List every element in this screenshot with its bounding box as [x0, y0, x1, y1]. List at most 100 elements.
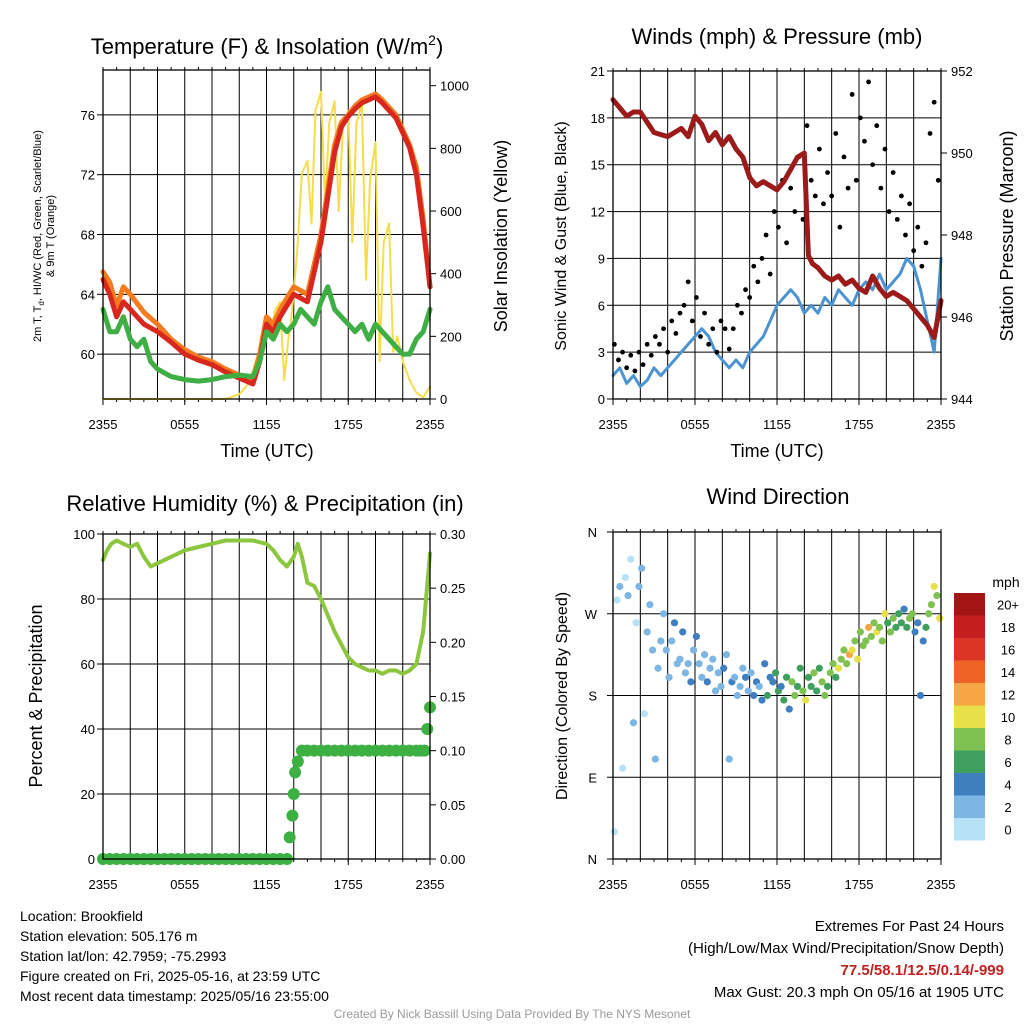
wind-ytick-label-left: 18: [591, 111, 605, 126]
wind-gust-point: [632, 368, 638, 374]
wind-gust-point: [919, 263, 925, 269]
legend-label: 0: [1004, 822, 1011, 837]
dir-point: [654, 664, 662, 672]
rh-ytick-label-left: 0: [88, 852, 95, 867]
extremes-box: Extremes For Past 24 Hours (High/Low/Max…: [688, 916, 1004, 1004]
dir-point: [741, 673, 750, 681]
rh-ytick-label-right: 0.30: [440, 527, 465, 542]
rh-ytick-label-left: 60: [81, 657, 95, 672]
dir-point: [632, 619, 640, 627]
wind-ytick-label-left: 15: [591, 158, 605, 173]
dir-point: [613, 596, 621, 604]
dir-xtick-label: 1755: [845, 877, 874, 892]
temp-ytick-label-right: 800: [440, 141, 462, 156]
rh-ytick-label-right: 0.20: [440, 635, 465, 650]
dir-point: [763, 691, 772, 700]
dir-point: [703, 678, 711, 686]
temperature-title: Temperature (F) & Insolation (W/m2): [91, 32, 444, 59]
dir-point: [780, 696, 788, 704]
wind-gust-point: [866, 79, 871, 85]
dir-point: [840, 646, 848, 654]
wind-gust-point: [743, 287, 748, 293]
wind-gust-point: [825, 170, 830, 175]
wind-gust-point: [734, 302, 740, 308]
legend-swatch: [954, 795, 985, 818]
legend-swatch: [954, 683, 985, 706]
humidity-panel: Relative Humidity (%) & Precipitation (i…: [26, 491, 465, 892]
wind-gust-point: [898, 193, 904, 199]
wind-gust-point: [812, 193, 818, 199]
dir-point: [769, 678, 777, 686]
dir-point: [919, 637, 927, 645]
temp-ytick-label-left: 72: [81, 168, 95, 183]
rh-precip-point: [287, 788, 300, 800]
rh-plot-border: [102, 533, 431, 860]
location-text: Location: Brookfield: [20, 908, 143, 924]
wind-gust-point: [862, 138, 867, 144]
winds-xlabel: Time (UTC): [730, 441, 823, 461]
rh-series-rh: [101, 538, 432, 676]
dir-point: [815, 664, 823, 672]
dir-point: [911, 628, 919, 636]
wind-gust-point: [882, 146, 888, 152]
wind-gust-point: [927, 131, 933, 136]
wind-ytick-label-left: 9: [598, 251, 605, 266]
wind-gust-point: [685, 279, 691, 285]
wind-ytick-label-right: 950: [951, 146, 973, 161]
wind-gust-point: [788, 185, 794, 191]
dir-point: [758, 696, 766, 704]
rh-precip-point: [283, 831, 296, 844]
dir-point: [670, 619, 679, 627]
wind-gust-point: [657, 341, 662, 347]
dir-point: [717, 682, 725, 691]
rh-ytick-label-left: 40: [81, 722, 95, 737]
dir-point: [867, 632, 875, 641]
dir-point: [782, 673, 791, 681]
temp-ytick-label-left: 68: [81, 228, 95, 243]
dir-point: [777, 682, 785, 691]
rh-precip-point: [418, 744, 431, 757]
dir-point: [897, 619, 905, 627]
dir-point: [927, 601, 936, 609]
temperature-ylabel-right: Solar Insolation (Yellow): [491, 140, 511, 332]
temp-ytick-label-left: 76: [81, 108, 95, 123]
dir-point: [722, 651, 731, 659]
wind-gust-point: [808, 177, 814, 183]
dir-point: [799, 687, 807, 695]
dir-point: [823, 682, 832, 691]
dir-point: [834, 664, 843, 672]
wind-gust-point: [665, 349, 671, 355]
station-info: Location: Brookfield Station elevation: …: [20, 906, 329, 1006]
temp-xtick-label: 2355: [89, 417, 118, 432]
rh-precip-point: [421, 723, 434, 735]
rh-ytick-label-right: 0.05: [440, 798, 465, 813]
dir-point: [651, 755, 659, 763]
wind-gust-point: [751, 263, 757, 269]
dir-point: [761, 660, 769, 668]
dir-point: [870, 619, 878, 627]
wind-xtick-label: 1155: [763, 417, 791, 432]
wind-xtick-label: 1755: [845, 417, 874, 432]
temp-xtick-label: 0555: [170, 417, 199, 432]
wind-gust-point: [833, 131, 839, 136]
dir-xtick-label: 2355: [927, 877, 956, 892]
dir-point: [659, 610, 668, 618]
dir-point: [821, 691, 829, 700]
wind-gust-point: [726, 346, 732, 352]
dir-point: [818, 678, 826, 686]
wind-gust-point: [821, 201, 826, 207]
wind-gust-point: [763, 232, 769, 238]
dir-point: [687, 678, 695, 686]
rh-xtick-label: 2355: [89, 877, 118, 892]
temperature-ylabel-left-2: & 9m T (Orange): [45, 195, 57, 277]
wind-gust-point: [730, 326, 736, 332]
dir-point: [750, 691, 758, 700]
wind-gust-point: [775, 224, 781, 230]
dir-point: [796, 664, 804, 672]
wind-gust-point: [755, 279, 761, 285]
dir-xtick-label: 0555: [681, 877, 710, 892]
wind-gust-point: [870, 162, 876, 168]
wind-gust-point: [935, 177, 941, 183]
wind-gust-point: [689, 318, 695, 324]
rh-precip-point: [289, 766, 302, 779]
